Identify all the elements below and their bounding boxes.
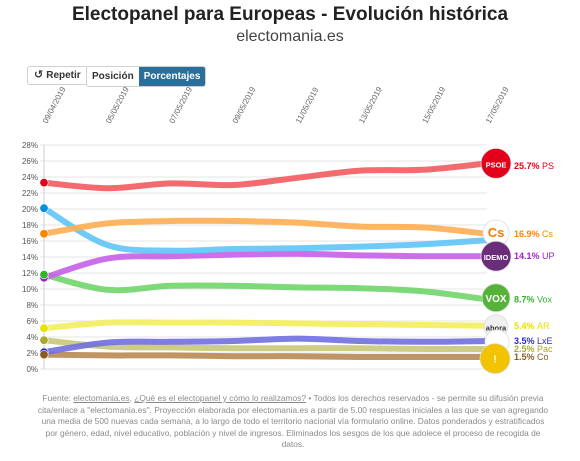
y-tick-label: 10% <box>22 285 38 294</box>
party-logo-text: ! <box>493 355 496 366</box>
y-tick-label: 24% <box>22 173 38 182</box>
chart-title: Electopanel para Europeas - Evolución hi… <box>71 4 509 25</box>
y-tick-label: 14% <box>22 253 38 262</box>
position-toggle-button[interactable]: Posición <box>87 67 139 86</box>
y-tick-label: 26% <box>22 157 38 166</box>
y-tick-label: 20% <box>22 205 38 214</box>
party-logo-text: VOX <box>485 294 506 305</box>
repeat-label: Repetir <box>46 70 81 81</box>
y-tick-label: 0% <box>26 365 38 374</box>
x-tick-label: 15/05/2019 <box>421 86 448 125</box>
y-tick-label: 8% <box>26 301 38 310</box>
series-end-label: 3.5% LxE <box>514 336 553 346</box>
party-logo <box>479 343 511 375</box>
series-line-psoe <box>41 160 490 192</box>
x-tick-label: 11/05/2019 <box>294 86 321 125</box>
party-logo <box>480 148 512 179</box>
source-link[interactable]: electomania.es <box>73 393 130 403</box>
y-tick-label: 18% <box>22 221 38 230</box>
y-tick-label: 12% <box>22 269 38 278</box>
party-logo <box>481 283 511 313</box>
x-tick-label: 09/05/2019 <box>231 86 258 125</box>
series-end-label: 16.9% Cs <box>514 229 554 239</box>
x-tick-label: 13/05/2019 <box>357 86 384 125</box>
series-end-label: 5.4% AR <box>514 321 550 331</box>
series-line-cs <box>41 217 490 237</box>
series-start-dot <box>39 323 49 333</box>
rotate-ccw-icon: ↺ <box>34 69 44 81</box>
footer-source-label: Fuente: <box>42 393 71 403</box>
series-line-lxe <box>41 335 490 356</box>
y-tick-label: 28% <box>22 141 38 150</box>
series-line-up <box>41 250 490 281</box>
line-chart: 0% 2% 4% 6% 8% 10% 12% 14% 16% 18% 20% 22% 24% 26% 28%… <box>22 86 555 375</box>
x-tick-label: 09/04/2019 <box>41 86 68 125</box>
view-toggle: Posición Porcentajes <box>86 66 207 87</box>
series-start-dot <box>39 229 49 239</box>
party-logo <box>480 240 512 272</box>
chart-subtitle: electomania.es <box>236 28 344 45</box>
faq-link[interactable]: ¿Qué es el electopanel y cómo lo realiza… <box>134 393 307 403</box>
footer-text: • Todos los derechos reservados - se per… <box>37 393 549 450</box>
series-start-dot <box>39 270 49 280</box>
series-line-vox <box>41 271 490 303</box>
series-end-label: 1.5% Co <box>514 352 549 362</box>
series-line-pac <box>41 337 490 353</box>
series-line-ar <box>41 319 490 332</box>
x-tick-label: 05/05/2019 <box>104 86 131 125</box>
repeat-button[interactable]: ↺ Repetir <box>27 66 88 85</box>
series-end-label: 25.7% PS <box>514 161 554 171</box>
series-line-co <box>41 351 490 361</box>
series-line-unlabeled <box>41 205 490 254</box>
party-logo-text: ahora <box>486 324 507 333</box>
y-tick-label: 16% <box>22 237 38 246</box>
party-logo-text: Cs <box>488 225 505 240</box>
series-start-dot <box>39 203 49 213</box>
y-tick-label: 6% <box>26 317 38 326</box>
x-tick-label: 17/05/2019 <box>484 86 511 125</box>
series-start-dot <box>39 178 49 188</box>
party-logo-text: IDEMO <box>484 253 509 262</box>
footer-note: Fuente: electomania.es, ¿Qué es el elect… <box>37 393 549 450</box>
series-start-dot <box>39 350 49 360</box>
y-tick-label: 4% <box>26 333 38 342</box>
series-start-dot <box>39 335 49 345</box>
series-end-label: 14.1% UP <box>514 251 555 261</box>
y-tick-label: 2% <box>26 349 38 358</box>
series-end-label: 8.7% Vox <box>514 294 553 304</box>
series-end-label: 2.5% Pac <box>514 344 553 354</box>
percentages-toggle-button[interactable]: Porcentajes <box>138 67 206 86</box>
y-tick-label: 22% <box>22 189 38 198</box>
x-tick-label: 07/05/2019 <box>167 86 194 125</box>
party-logo-text: PSOE <box>486 160 507 169</box>
